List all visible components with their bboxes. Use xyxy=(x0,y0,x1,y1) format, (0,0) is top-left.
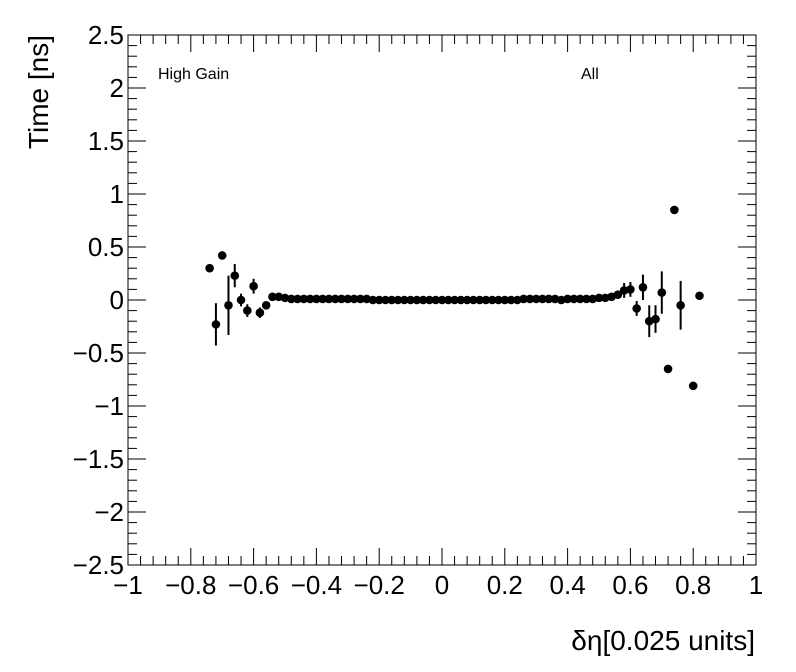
data-point xyxy=(330,294,340,304)
error-bars xyxy=(214,263,682,346)
data-point xyxy=(249,281,258,291)
data-point xyxy=(487,295,497,305)
data-point xyxy=(299,294,309,304)
data-point xyxy=(538,294,547,304)
y-axis-title: Time [ns] xyxy=(23,35,54,149)
data-point xyxy=(356,294,365,304)
data-point xyxy=(437,295,447,305)
data-point xyxy=(450,295,459,305)
data-point xyxy=(368,295,378,305)
data-point xyxy=(211,320,221,329)
data-point xyxy=(406,295,415,305)
data-point xyxy=(418,295,428,305)
data-point xyxy=(695,291,704,301)
data-point xyxy=(431,295,441,305)
data-point xyxy=(217,251,227,260)
data-point xyxy=(268,292,277,302)
data-point xyxy=(425,295,434,305)
x-tick-label: 0.4 xyxy=(550,570,586,600)
x-tick-label: −0.4 xyxy=(291,570,342,600)
data-point xyxy=(443,295,453,305)
data-point xyxy=(393,295,403,305)
x-tick-label: 0.8 xyxy=(675,570,711,600)
data-point xyxy=(670,205,679,215)
annotation-high-gain: High Gain xyxy=(158,66,229,83)
data-point xyxy=(475,295,484,305)
data-points xyxy=(205,205,704,391)
data-point xyxy=(575,294,585,304)
data-point xyxy=(224,301,233,310)
data-point xyxy=(582,294,591,304)
data-point xyxy=(626,285,635,294)
data-point xyxy=(230,271,240,280)
data-point xyxy=(462,295,472,305)
data-point xyxy=(525,294,535,304)
data-point xyxy=(676,301,685,310)
data-point xyxy=(544,294,554,304)
x-tick-label: 0.2 xyxy=(487,570,523,600)
y-tick-label: −1 xyxy=(94,391,124,421)
data-point xyxy=(469,295,478,305)
data-point xyxy=(657,288,667,297)
x-tick-label: −1 xyxy=(113,570,143,600)
x-tick-label: −0.2 xyxy=(354,570,405,600)
data-point xyxy=(494,295,503,305)
x-tick-label: 0 xyxy=(435,570,449,600)
data-point xyxy=(506,295,516,305)
y-tick-label: −2.5 xyxy=(73,550,124,580)
data-point xyxy=(456,295,466,305)
data-point xyxy=(632,304,641,313)
data-point xyxy=(613,290,623,300)
data-point xyxy=(481,295,491,305)
data-point xyxy=(293,294,302,304)
x-tick-label: −0.6 xyxy=(228,570,279,600)
data-point xyxy=(337,294,346,304)
data-point xyxy=(243,306,252,315)
data-point xyxy=(381,295,390,305)
data-point xyxy=(594,293,604,303)
data-point xyxy=(387,295,397,305)
data-point xyxy=(688,381,698,391)
x-axis-title: δη[0.025 units] xyxy=(571,625,755,656)
data-point xyxy=(563,294,572,304)
data-point xyxy=(400,295,409,305)
data-point xyxy=(531,294,541,304)
data-point xyxy=(318,294,327,304)
x-tick-label: 0.6 xyxy=(612,570,648,600)
y-tick-label: 1.5 xyxy=(88,126,124,156)
axis-ticks xyxy=(127,34,757,566)
data-point xyxy=(651,314,660,324)
data-point xyxy=(236,295,246,305)
annotation-all: All xyxy=(581,66,599,83)
data-point xyxy=(261,301,271,310)
y-tick-label: −2 xyxy=(94,497,124,527)
data-point xyxy=(519,294,528,304)
data-point xyxy=(349,294,359,304)
y-tick-label: −1.5 xyxy=(73,444,124,474)
data-point xyxy=(374,295,384,305)
axis-tick-labels: −1 −0.8 −0.6 −0.4 −0.2 0 0.2 0.4 0.6 0.8 1 −2.5 −2 −1… xyxy=(73,20,764,600)
data-point xyxy=(412,295,422,305)
x-tick-label: −0.8 xyxy=(165,570,216,600)
data-point xyxy=(638,282,648,292)
data-point xyxy=(205,263,214,273)
data-point xyxy=(324,294,334,304)
y-tick-label: 1 xyxy=(110,179,124,209)
y-tick-label: 2.5 xyxy=(88,20,124,50)
data-point xyxy=(312,294,321,304)
data-point xyxy=(305,294,315,304)
data-point xyxy=(663,364,673,374)
y-tick-label: 2 xyxy=(110,73,124,103)
data-point xyxy=(286,294,296,304)
y-tick-label: 0.5 xyxy=(88,232,124,262)
data-point xyxy=(569,294,579,304)
data-point xyxy=(255,308,265,318)
y-tick-label: −0.5 xyxy=(73,338,124,368)
y-tick-label: 0 xyxy=(110,285,124,315)
data-point xyxy=(500,295,510,305)
x-tick-label: 1 xyxy=(749,570,763,600)
data-point xyxy=(343,294,353,304)
